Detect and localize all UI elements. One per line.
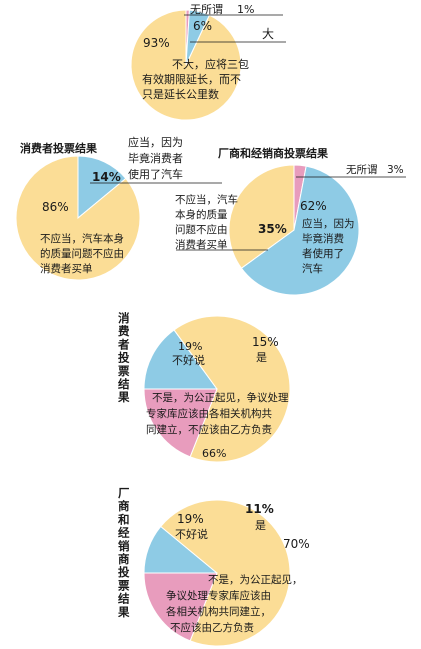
- value-label: 15%: [252, 335, 279, 349]
- slice-label: 是: [256, 351, 267, 364]
- pie-slice: [143, 388, 218, 458]
- slice-label: 毕竟消费者: [128, 151, 183, 165]
- value-label: 11%: [245, 502, 274, 516]
- value-label: 86%: [42, 200, 69, 214]
- pie-chart-2: [15, 155, 141, 281]
- slice-label: 各相关机构共同建立，: [166, 605, 271, 618]
- slice-label: 不好说: [172, 353, 205, 367]
- pie-slice: [160, 499, 291, 647]
- slice-label: 争议处理专家库应该由: [166, 589, 271, 602]
- pie-chart-5: [143, 499, 291, 647]
- pie-slice: [240, 165, 360, 296]
- slice-label: 消费者买单: [175, 238, 228, 251]
- value-label: 62%: [300, 199, 327, 213]
- slice-label: 无所谓: [346, 164, 378, 176]
- value-label: 66%: [202, 447, 226, 460]
- pie-slice: [143, 329, 218, 390]
- value-label: 19%: [177, 512, 204, 526]
- leader-lines: [90, 14, 406, 251]
- slice-label: 者使用了: [302, 247, 344, 260]
- slice-label: 大: [262, 27, 274, 41]
- pie-chart-3: [228, 164, 360, 296]
- pie-slice: [130, 9, 242, 121]
- value-label: 19%: [178, 340, 202, 353]
- value-label: 35%: [258, 222, 287, 236]
- slice-label: 问题不应由: [175, 223, 228, 236]
- pie-slice: [15, 155, 141, 281]
- slice-label: 消费者买单: [40, 262, 93, 275]
- slice-label: 同建立，不应该由乙方负责: [146, 423, 272, 436]
- slice-label: 不好说: [175, 527, 208, 541]
- slice-label: 不应当，汽车: [175, 193, 238, 206]
- pie-slice: [228, 164, 295, 269]
- slice-label: 毕竟消费: [302, 232, 344, 245]
- slice-label: 无所谓: [190, 3, 223, 16]
- chart-title: 厂商和经销商投票结果: [218, 146, 328, 160]
- slice-label: 不是，为公正起见，: [208, 574, 303, 586]
- slice-label: 不应该由乙方负责: [170, 621, 254, 634]
- chart-title: 消费者投票结果: [20, 141, 97, 155]
- pie-chart-4: [143, 315, 291, 463]
- value-label: 1%: [237, 3, 254, 16]
- value-label: 70%: [283, 537, 310, 551]
- slice-label: 是: [255, 519, 266, 532]
- slice-label: 应当，因为: [302, 217, 355, 230]
- slice-label: 应当，因为: [128, 135, 183, 149]
- chart-title-vertical: 厂商和经销商投票结果: [117, 486, 130, 619]
- slice-label: 本身的质量: [175, 208, 228, 221]
- value-label: 14%: [92, 170, 121, 184]
- pie-slice: [77, 155, 127, 220]
- slice-label: 有效期限延长，而不: [142, 72, 241, 86]
- slice-label: 的质量问题不应由: [40, 247, 124, 260]
- pie-slice: [143, 572, 218, 642]
- chart-title-vertical: 消费者投票结果: [117, 311, 130, 404]
- slice-label: 不是，为公正起见，争议处理: [152, 391, 289, 404]
- value-label: 3%: [387, 164, 404, 176]
- value-label: 6%: [193, 19, 212, 33]
- slice-label: 只是延长公里数: [142, 88, 219, 101]
- slice-label: 汽车: [302, 262, 323, 275]
- slice-label: 专家库应该由各相关机构共: [146, 407, 272, 420]
- value-label: 93%: [143, 36, 170, 50]
- slice-label: 不大，应将三包: [172, 57, 249, 71]
- slice-label: 使用了汽车: [128, 167, 183, 181]
- slice-label: 不应当，汽车本身: [40, 232, 124, 245]
